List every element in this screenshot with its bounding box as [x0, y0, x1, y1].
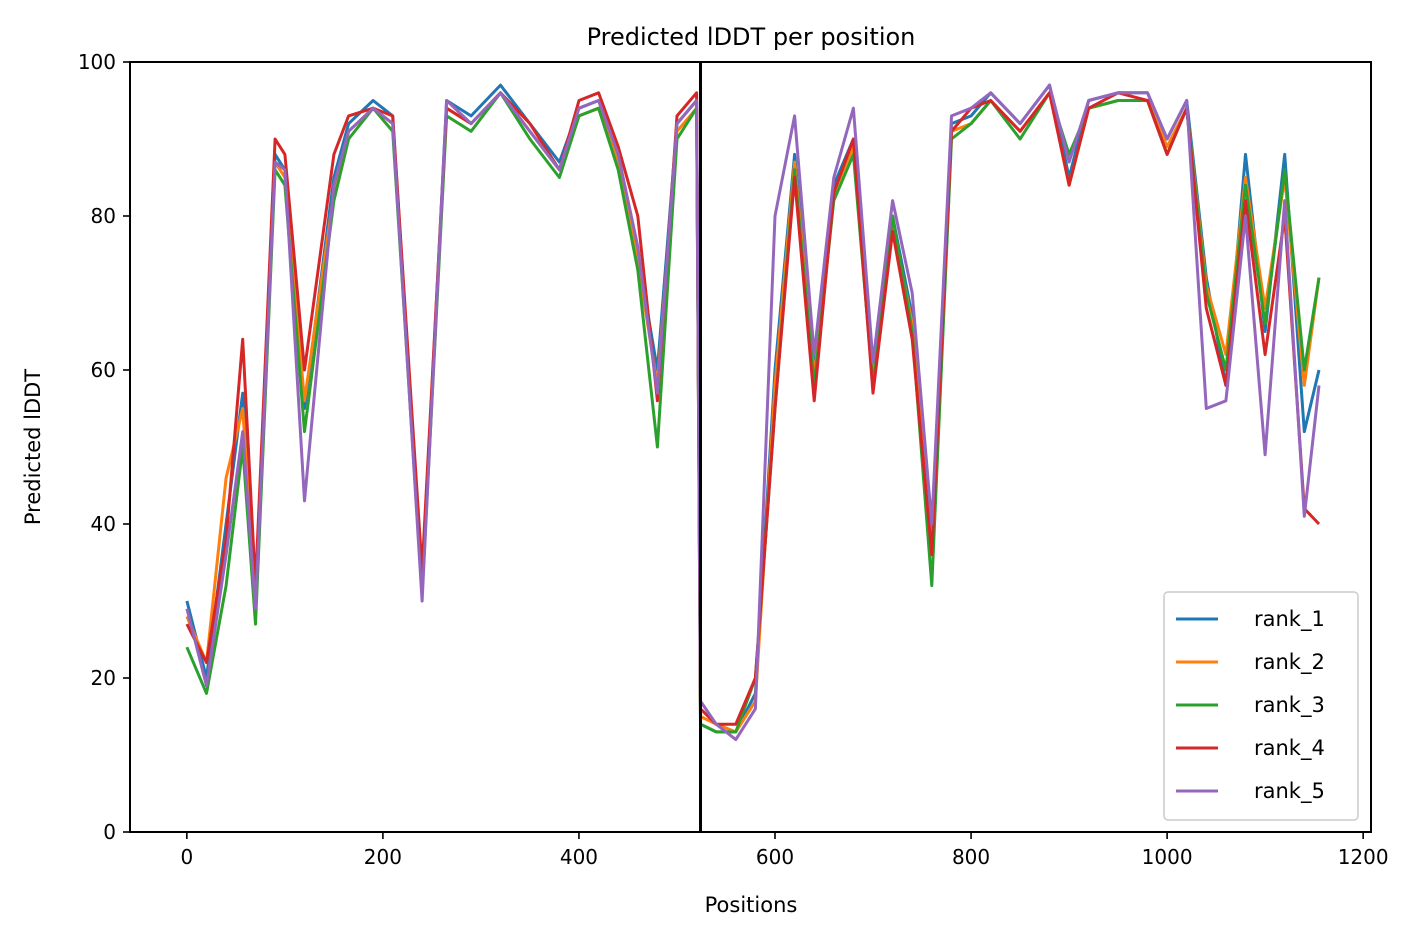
x-axis-ticks: 0 200 400 600 800 1000 1200 [180, 832, 1389, 869]
series-line-rank_4 [185, 91, 1321, 726]
x-tick-label: 1200 [1338, 845, 1389, 869]
legend-box [1163, 591, 1359, 821]
legend-label: rank_2 [1254, 650, 1325, 675]
y-tick-label: 60 [91, 358, 116, 382]
x-tick-label: 400 [560, 845, 598, 869]
x-tick-label: 600 [756, 845, 794, 869]
series-line-rank_2 [185, 91, 1321, 734]
legend: rank_1 rank_2 rank_3 rank_4 rank_5 [1163, 591, 1359, 821]
legend-label: rank_3 [1254, 693, 1325, 718]
y-axis-ticks: 0 20 40 60 80 100 [78, 50, 130, 844]
legend-label: rank_5 [1254, 779, 1325, 804]
y-axis-title: Predicted lDDT [21, 369, 45, 525]
x-axis-title: Positions [705, 893, 798, 917]
x-tick-label: 800 [952, 845, 990, 869]
legend-label: rank_4 [1254, 736, 1325, 761]
y-tick-label: 80 [91, 204, 116, 228]
x-tick-label: 200 [364, 845, 402, 869]
axes-frame [129, 61, 1372, 833]
chart-title: Predicted lDDT per position [587, 23, 916, 51]
y-tick-label: 100 [78, 50, 116, 74]
y-tick-label: 20 [91, 666, 116, 690]
series-line-rank_3 [185, 91, 1321, 734]
legend-label: rank_1 [1254, 607, 1325, 632]
x-tick-label: 1000 [1142, 845, 1193, 869]
plot-area [129, 61, 1372, 833]
x-tick-label: 0 [180, 845, 193, 869]
y-tick-label: 40 [91, 512, 116, 536]
series-line-rank_5 [185, 83, 1321, 742]
series-line-rank_1 [185, 83, 1321, 734]
series-layer [185, 83, 1321, 742]
y-tick-label: 0 [103, 820, 116, 844]
